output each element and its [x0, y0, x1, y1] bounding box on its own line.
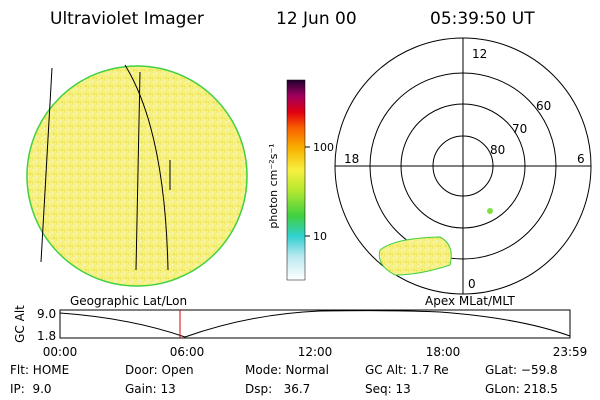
mlt-label: 6 [577, 152, 585, 166]
status-field: Dsp: 36.7 [245, 382, 310, 396]
panel-label: Geographic Lat/Lon [70, 294, 187, 308]
status-field: Seq: 13 [365, 382, 411, 396]
altitude-plot [59, 309, 571, 339]
time-tick: 00:00 [43, 345, 78, 359]
status-field: IP: 9.0 [10, 382, 52, 396]
title: Ultraviolet Imager [50, 9, 204, 29]
colorbar: 100 10 photon cm⁻²s⁻¹ [267, 79, 334, 281]
geographic-image [26, 64, 248, 287]
status-field: GLon: 218.5 [485, 382, 558, 396]
lat-label: 80 [490, 143, 505, 157]
status-field: Gain: 13 [125, 382, 176, 396]
colorbar-tick: 10 [313, 230, 327, 243]
date: 12 Jun 00 [276, 9, 357, 29]
time-tick: 18:00 [426, 345, 461, 359]
altitude-ytick: 9.0 [37, 307, 56, 321]
time: 05:39:50 UT [430, 9, 535, 29]
colorbar-tick: 100 [313, 141, 334, 154]
mlt-label: 12 [472, 47, 487, 61]
time-tick: 23:59 [553, 345, 588, 359]
mlt-label: 0 [468, 277, 476, 291]
status-field: GC Alt: 1.7 Re [365, 363, 449, 377]
status-field: Door: Open [125, 363, 194, 377]
status-field: GLat: −59.8 [485, 363, 558, 377]
time-tick: 06:00 [170, 345, 205, 359]
panel-label: Apex MLat/MLT [425, 294, 515, 308]
status-field: Mode: Normal [245, 363, 329, 377]
polar-plot [334, 37, 592, 295]
lat-label: 60 [536, 99, 551, 113]
altitude-ytick: 1.8 [37, 329, 56, 343]
status-panel: Flt: HOME Door: Open Mode: Normal GC Alt: 1… [10, 363, 558, 396]
time-tick: 12:00 [298, 345, 333, 359]
mlt-label: 18 [344, 152, 359, 166]
lat-label: 70 [512, 122, 527, 136]
altitude-axis-label: GC Alt [13, 305, 27, 343]
status-field: Flt: HOME [10, 363, 69, 377]
colorbar-label: photon cm⁻²s⁻¹ [267, 143, 280, 228]
